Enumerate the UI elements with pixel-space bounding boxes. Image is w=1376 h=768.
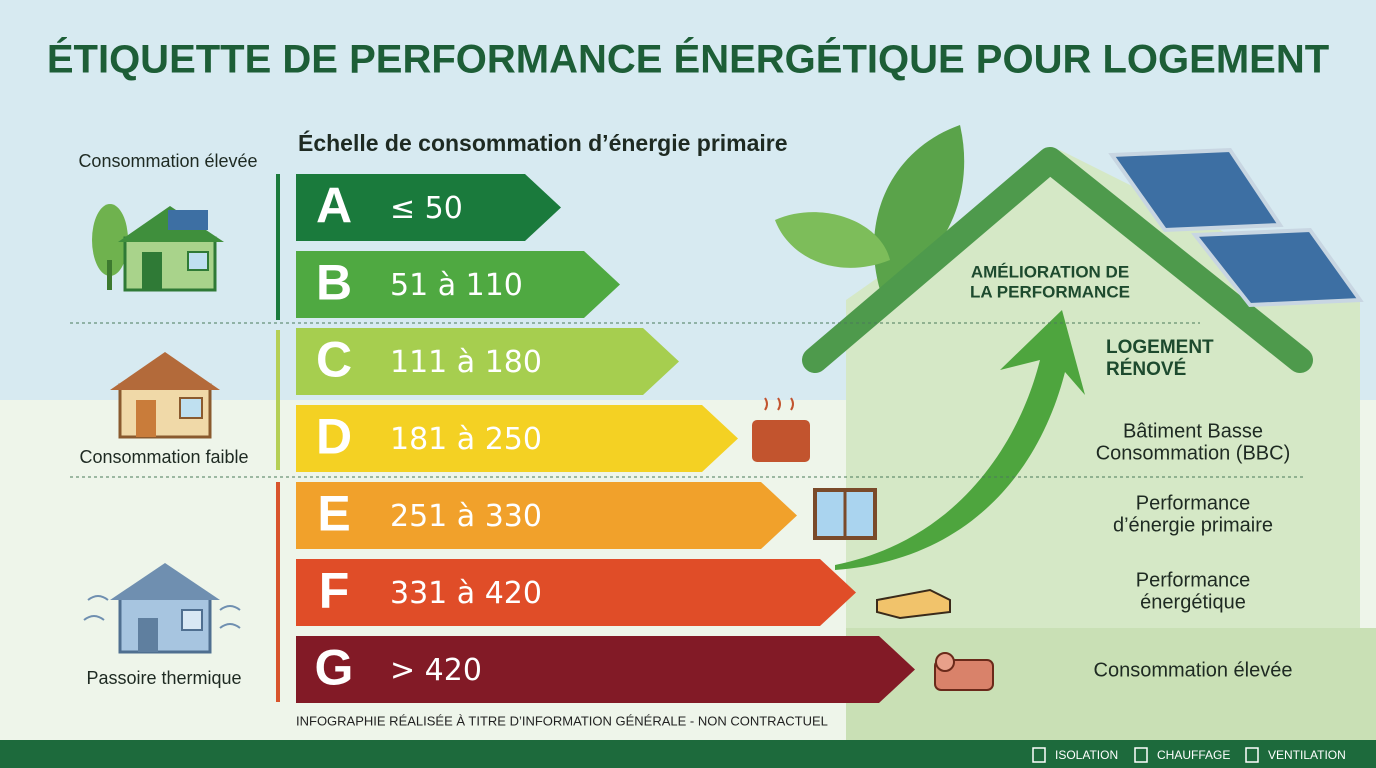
- decoration: [123, 236, 217, 292]
- left-label: Consommation élevée: [78, 151, 257, 171]
- right-label: Consommation (BBC): [1096, 442, 1291, 464]
- decoration: [83, 595, 241, 629]
- class-range: ≤ 50: [390, 191, 463, 226]
- class-letter: E: [317, 486, 350, 542]
- leaf: [873, 125, 965, 290]
- legend-label: VENTILATION: [1268, 748, 1346, 762]
- scale-line: [276, 330, 280, 470]
- left-label: Passoire thermique: [86, 668, 241, 688]
- decoration: [764, 397, 794, 411]
- decoration: [181, 609, 203, 631]
- decoration: [752, 420, 810, 462]
- class-arrow: [296, 251, 620, 318]
- class-arrow: [296, 636, 915, 703]
- scale-line: [276, 482, 280, 702]
- improvement-label: AMÉLIORATION DE: [971, 262, 1129, 281]
- right-label: d’énergie primaire: [1113, 514, 1273, 536]
- solar-panels: [1108, 147, 1364, 308]
- right-label: Bâtiment Basse: [1123, 420, 1263, 442]
- class-arrow: [296, 174, 561, 241]
- decoration: [136, 400, 156, 437]
- legend-icon: [1032, 747, 1046, 763]
- radiator-icon: [752, 397, 810, 462]
- decoration: [1191, 227, 1364, 308]
- house-floor: [846, 628, 1376, 740]
- class-letter: D: [316, 409, 352, 465]
- renovated-label: RÉNOVÉ: [1106, 358, 1186, 380]
- class-arrow: [296, 559, 856, 626]
- decoration: [138, 618, 158, 652]
- house-icon-beige: [110, 352, 220, 439]
- class-letter: F: [319, 563, 350, 619]
- decoration: [168, 210, 208, 230]
- decoration: [876, 588, 951, 620]
- legend-label: ISOLATION: [1055, 748, 1118, 762]
- roof: [802, 147, 1313, 373]
- scale-line: [276, 174, 280, 320]
- decoration: [187, 251, 209, 271]
- class-letter: C: [316, 332, 352, 388]
- right-label: Performance: [1136, 492, 1251, 514]
- decoration: [107, 260, 112, 290]
- class-range: 111 à 180: [390, 345, 542, 380]
- window-icon: [813, 488, 877, 540]
- renovated-label: LOGEMENT: [1106, 337, 1214, 358]
- decoration: [92, 204, 128, 276]
- class-letter: G: [315, 640, 354, 696]
- decoration: [1108, 147, 1284, 233]
- class-letter: B: [316, 255, 352, 311]
- right-label: énergétique: [1140, 591, 1246, 613]
- decoration: [935, 652, 955, 672]
- left-label: Consommation faible: [79, 447, 248, 467]
- legend-icon: [1134, 747, 1148, 763]
- roll-icon: [934, 652, 994, 691]
- title: ÉTIQUETTE DE PERFORMANCE ÉNERGÉTIQUE POU…: [47, 37, 1329, 82]
- right-label: Performance: [1136, 569, 1251, 591]
- legend-icon: [1245, 747, 1259, 763]
- house-icon-green: [92, 204, 224, 292]
- class-letter: A: [316, 178, 352, 234]
- class-range: 251 à 330: [390, 499, 542, 534]
- house-icon-cold: [83, 563, 241, 654]
- legend-label: CHAUFFAGE: [1157, 748, 1230, 762]
- improvement-label: LA PERFORMANCE: [970, 282, 1130, 301]
- decoration: [110, 352, 220, 390]
- class-arrow: [296, 328, 679, 395]
- class-range: > 420: [390, 653, 482, 688]
- right-label: Consommation élevée: [1094, 659, 1293, 681]
- footnote: INFOGRAPHIE RÉALISÉE À TITRE D’INFORMATI…: [296, 713, 828, 728]
- subtitle: Échelle de consommation d’énergie primai…: [298, 129, 788, 156]
- class-arrow: [296, 405, 738, 472]
- decoration: [179, 397, 203, 419]
- class-range: 331 à 420: [390, 576, 542, 611]
- decoration: [142, 252, 162, 290]
- class-range: 51 à 110: [390, 268, 523, 303]
- decoration: [110, 563, 220, 600]
- class-range: 181 à 250: [390, 422, 542, 457]
- class-arrow: [296, 482, 797, 549]
- insulation-icon: [876, 588, 951, 620]
- improvement-arrow: [835, 310, 1085, 570]
- leaf: [775, 212, 890, 268]
